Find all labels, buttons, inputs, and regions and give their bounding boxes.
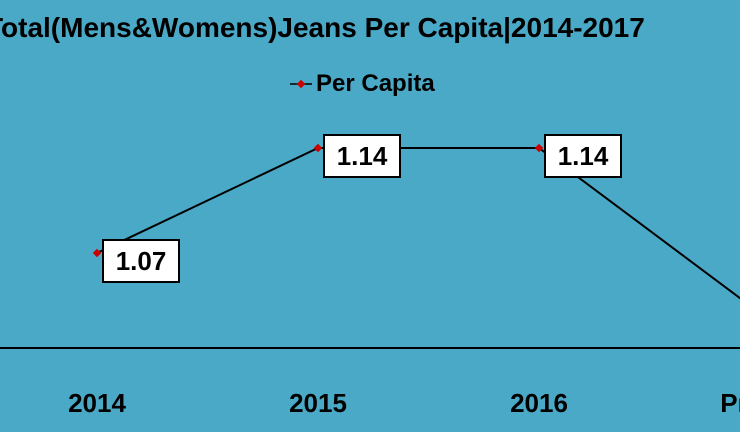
x-tick-label: Projec bbox=[720, 388, 740, 418]
data-label-text: 1.14 bbox=[337, 141, 388, 171]
legend-label: Per Capita bbox=[316, 70, 435, 97]
data-label: 1.14 bbox=[323, 134, 401, 178]
series-line bbox=[96, 147, 740, 300]
data-label: 1.07 bbox=[102, 239, 180, 283]
chart-title: Total(Mens&Womens)Jeans Per Capita|2014-… bbox=[0, 12, 645, 43]
x-tick-label: 2016 bbox=[510, 388, 568, 418]
data-label: 1.14 bbox=[544, 134, 622, 178]
data-label-box bbox=[102, 239, 180, 283]
data-point-marker bbox=[313, 143, 323, 153]
data-label-box bbox=[544, 134, 622, 178]
x-tick-label: 2014 bbox=[68, 388, 126, 418]
data-label-text: 1.14 bbox=[558, 141, 609, 171]
data-label-text: 1.07 bbox=[116, 246, 167, 276]
data-point-marker bbox=[92, 248, 102, 258]
x-tick-label: 2015 bbox=[289, 388, 347, 418]
legend: Per Capita bbox=[290, 70, 435, 98]
data-label-box bbox=[323, 134, 401, 178]
legend-marker-icon bbox=[290, 79, 312, 89]
